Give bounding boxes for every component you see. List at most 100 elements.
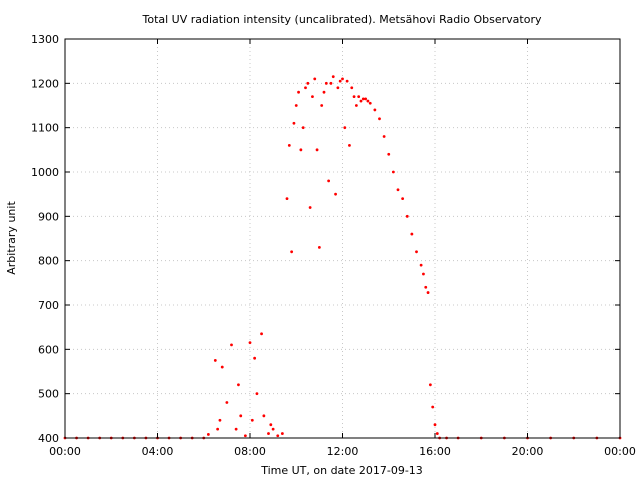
x-tick-label: 12:00 [327, 445, 359, 458]
data-point [348, 144, 351, 147]
data-point [255, 392, 259, 396]
data-point [378, 117, 381, 121]
chart-title: Total UV radiation intensity (uncalibrat… [142, 13, 542, 26]
data-point [243, 434, 247, 438]
data-point [350, 86, 354, 90]
y-tick-label: 800 [38, 255, 59, 268]
y-tick-label: 1100 [31, 122, 59, 135]
data-point [250, 418, 254, 422]
data-point [218, 418, 222, 422]
y-tick-label: 700 [38, 299, 59, 312]
x-tick-label: 08:00 [234, 445, 266, 458]
data-point [299, 148, 303, 152]
data-point [405, 214, 409, 218]
gridlines [65, 39, 620, 438]
data-point [331, 75, 335, 79]
data-point [271, 427, 275, 431]
data-point [276, 434, 280, 438]
data-point [396, 188, 400, 192]
data-point [368, 101, 372, 105]
data-point [290, 250, 294, 254]
data-point [237, 383, 240, 387]
data-point [253, 356, 257, 360]
data-point [352, 95, 356, 99]
data-point [336, 86, 340, 90]
data-point [301, 126, 305, 130]
data-point [315, 148, 319, 152]
data-point [341, 77, 344, 81]
data-point [419, 263, 423, 267]
data-point [308, 206, 312, 209]
data-point [410, 232, 414, 236]
y-tick-label: 1200 [31, 77, 59, 90]
plot-frame [64, 38, 621, 439]
data-point [401, 197, 405, 201]
x-tick-label: 20:00 [512, 445, 544, 458]
x-tick-label: 04:00 [142, 445, 174, 458]
data-point [311, 95, 314, 99]
data-point [322, 90, 326, 94]
data-point [433, 423, 437, 427]
data-point [354, 104, 358, 107]
data-point [338, 79, 342, 83]
data-point [248, 341, 252, 345]
data-point [234, 427, 238, 431]
y-tick-labels: 400 500 600 700 800 900 1000 1100 1200 1300 [31, 33, 59, 445]
data-point [267, 432, 270, 435]
axis-ticks [64, 38, 621, 439]
data-point [285, 197, 289, 201]
data-point [230, 343, 233, 347]
y-tick-label: 1000 [31, 166, 59, 179]
data-point [313, 77, 317, 81]
data-points [63, 75, 622, 440]
data-point [260, 332, 263, 336]
data-point [422, 272, 425, 276]
y-tick-label: 900 [38, 210, 59, 223]
data-point [366, 99, 370, 103]
data-point [297, 90, 300, 94]
data-point [317, 245, 321, 249]
x-tick-label: 00:00 [604, 445, 636, 458]
data-point [382, 135, 386, 138]
data-point [424, 285, 428, 289]
data-point [287, 144, 291, 147]
data-point [262, 414, 266, 418]
data-point [220, 365, 224, 369]
data-point [327, 179, 331, 183]
data-point [391, 170, 395, 174]
y-tick-label: 400 [38, 432, 59, 445]
y-tick-label: 600 [38, 343, 59, 356]
data-point [216, 427, 220, 431]
data-point [304, 86, 307, 90]
data-point [292, 121, 296, 125]
x-tick-label: 00:00 [49, 445, 81, 458]
data-point [435, 432, 439, 435]
data-point [428, 383, 432, 387]
data-point [364, 97, 368, 101]
x-tick-label: 16:00 [419, 445, 451, 458]
data-point [306, 81, 310, 85]
y-axis-label: Arbitrary unit [5, 201, 18, 275]
data-point [345, 79, 349, 83]
data-point [361, 97, 365, 101]
data-point [343, 126, 347, 130]
data-point [239, 414, 243, 418]
data-point [294, 104, 298, 107]
data-point [357, 95, 361, 99]
data-point [329, 81, 333, 85]
data-point [431, 405, 435, 409]
data-point [269, 423, 273, 427]
data-point [334, 192, 337, 196]
y-tick-label: 1300 [31, 33, 59, 46]
data-point [213, 359, 217, 362]
data-point [415, 250, 418, 254]
y-tick-label: 500 [38, 388, 59, 401]
data-point [387, 152, 391, 156]
data-point [206, 433, 210, 436]
data-point [320, 104, 324, 107]
data-point [426, 291, 430, 294]
data-point [373, 108, 377, 112]
x-axis-label: Time UT, on date 2017-09-13 [260, 464, 423, 477]
data-point [324, 81, 328, 85]
